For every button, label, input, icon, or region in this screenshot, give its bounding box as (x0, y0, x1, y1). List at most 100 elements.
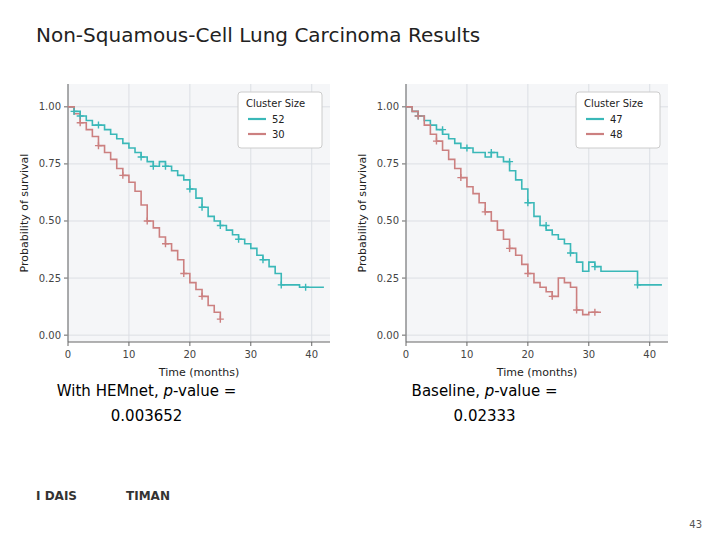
tick-label: 30 (582, 349, 595, 360)
y-axis-label: Probability of survival (18, 154, 31, 273)
tick-label: 0.50 (39, 215, 61, 226)
censor-mark (482, 208, 489, 215)
tick-label: 40 (643, 349, 656, 360)
y-axis-line (406, 84, 407, 342)
tick-mark (64, 278, 68, 279)
tick-mark (402, 163, 406, 164)
tick-label: 0.75 (377, 158, 399, 169)
plot-background (406, 84, 668, 342)
plot-background (68, 84, 330, 342)
x-axis-line (406, 342, 668, 343)
censor-mark (162, 240, 169, 247)
censor-mark (77, 119, 84, 126)
censor-mark (180, 270, 187, 277)
censor-mark (463, 144, 470, 151)
caption-value: 0.003652 (111, 407, 183, 425)
caption-value: 0.02333 (454, 407, 516, 425)
tick-mark (64, 106, 68, 107)
tick-label: 30 (244, 349, 257, 360)
tick-label: 10 (123, 349, 136, 360)
legend: Cluster Size5230 (238, 92, 322, 148)
grid-line (68, 84, 69, 342)
censor-mark (119, 172, 126, 179)
grid-line (68, 220, 330, 221)
caption-part: -value = (494, 382, 557, 400)
censor-mark (549, 293, 556, 300)
legend-swatch (248, 133, 266, 135)
tick-label: 0 (65, 349, 71, 360)
survival-line (406, 107, 601, 315)
censor-mark (439, 126, 446, 133)
tick-label: 10 (461, 349, 474, 360)
censor-mark (162, 163, 169, 170)
censor-mark (186, 186, 193, 193)
censor-mark (259, 256, 266, 263)
grid-line (406, 278, 668, 279)
grid-line (68, 163, 330, 164)
censor-mark (150, 163, 157, 170)
censor-mark (634, 281, 641, 288)
tick-label: 0.00 (377, 330, 399, 341)
figure: 0.000.250.500.751.00010203040Time (month… (0, 0, 720, 540)
plot: 0.000.250.500.751.00010203040Time (month… (18, 84, 330, 379)
legend-title: Cluster Size (584, 98, 643, 109)
censor-mark (591, 309, 598, 316)
legend-swatch (586, 118, 604, 120)
tick-mark (402, 278, 406, 279)
legend-box (576, 92, 660, 148)
tick-mark (466, 342, 467, 346)
censor-mark (573, 307, 580, 314)
censor-mark (235, 236, 242, 243)
y-axis-line (68, 84, 69, 342)
censor-mark (543, 222, 550, 229)
grid-line (68, 278, 330, 279)
tick-mark (311, 342, 312, 346)
grid-line (128, 84, 129, 342)
tick-mark (189, 342, 190, 346)
caption-part: p (484, 382, 495, 400)
censor-mark (457, 174, 464, 181)
legend-label: 48 (610, 129, 623, 140)
censor-mark (506, 158, 513, 165)
tick-label: 20 (183, 349, 196, 360)
censor-mark (217, 316, 224, 323)
title: Non-Squamous-Cell Lung Carcinoma Results (36, 23, 480, 47)
censor-mark (506, 245, 513, 252)
tick-mark (250, 342, 251, 346)
tick-mark (402, 106, 406, 107)
caption-part: Baseline, (412, 382, 485, 400)
tick-label: 0 (403, 349, 409, 360)
censor-mark (71, 108, 78, 115)
grid-line (406, 163, 668, 164)
legend-label: 30 (272, 129, 285, 140)
censor-mark (591, 263, 598, 270)
grid-line (68, 335, 330, 336)
caption-part: p (163, 382, 174, 400)
grid-line (189, 84, 190, 342)
x-axis-line (68, 342, 330, 343)
censor-mark (199, 204, 206, 211)
censor-mark (95, 122, 102, 129)
footer-logo: TIMAN (126, 489, 170, 503)
censor-mark (278, 281, 285, 288)
tick-label: 40 (305, 349, 318, 360)
tick-mark (402, 220, 406, 221)
caption-part: -value = (173, 382, 236, 400)
tick-mark (68, 342, 69, 346)
censor-mark (415, 112, 422, 119)
censor-mark (488, 149, 495, 156)
legend-box (238, 92, 322, 148)
tick-label: 0.50 (377, 215, 399, 226)
tick-label: 20 (521, 349, 534, 360)
grid-line (406, 220, 668, 221)
tick-label: 0.25 (39, 273, 61, 284)
tick-mark (649, 342, 650, 346)
censor-mark (217, 222, 224, 229)
footer-logo: I DAIS (36, 489, 77, 503)
tick-mark (406, 342, 407, 346)
censor-mark (567, 249, 574, 256)
tick-mark (402, 335, 406, 336)
grid-line (406, 335, 668, 336)
grid-line (406, 84, 407, 342)
censor-mark (199, 293, 206, 300)
